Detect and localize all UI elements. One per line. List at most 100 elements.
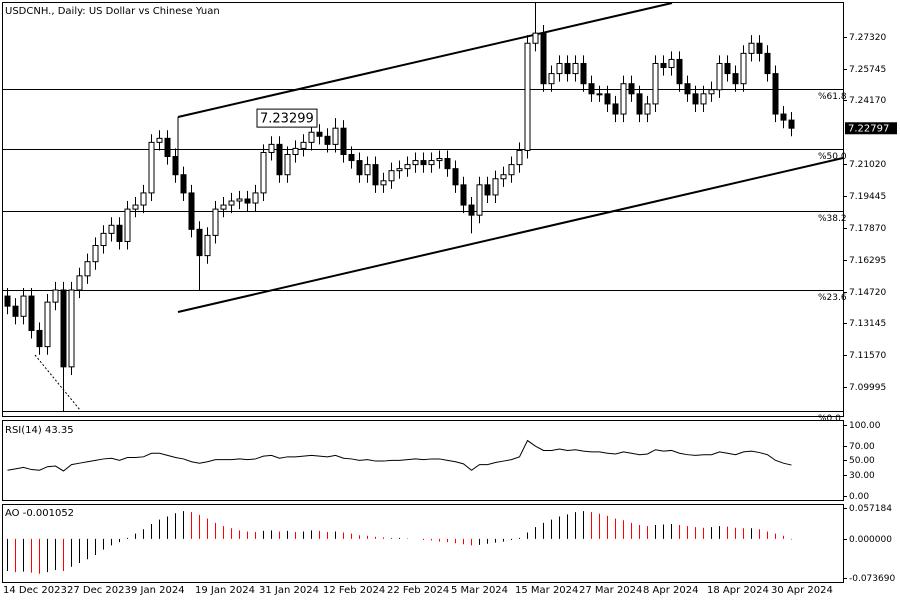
candle-body: [372, 164, 379, 186]
candle-body: [644, 103, 651, 115]
candle-body: [572, 62, 579, 75]
candle-body: [260, 151, 267, 194]
candle-body: [84, 261, 91, 277]
candle-body: [36, 329, 43, 348]
candle-body: [28, 295, 35, 331]
candle-body: [652, 62, 659, 105]
candle-body: [228, 200, 235, 206]
candle-body: [76, 275, 83, 291]
candle-body: [140, 192, 147, 206]
candle-body: [356, 160, 363, 176]
y-tick-label: 7.09995: [849, 383, 886, 393]
y-tick-label: 7.17870: [849, 224, 886, 234]
fib-label: %23.6: [818, 293, 847, 303]
candle-body: [732, 73, 739, 85]
candle-body: [716, 62, 723, 91]
y-tick-label: 0.000000: [849, 535, 892, 545]
candle-body: [436, 158, 443, 162]
candle-body: [252, 192, 259, 204]
candle-body: [204, 234, 211, 257]
main-panel: [2, 2, 844, 417]
candle-body: [628, 83, 635, 95]
y-tick-label: 70.00: [849, 442, 875, 452]
candle-body: [620, 83, 627, 115]
candle-body: [172, 156, 179, 176]
ao-panel: [2, 504, 844, 583]
candle-body: [692, 93, 699, 105]
x-tick-label: 14 Dec 2023: [3, 585, 67, 596]
candle-body: [476, 184, 483, 216]
candle-body: [396, 168, 403, 172]
y-tick-label: 7.25745: [849, 65, 886, 75]
candle-body: [284, 153, 291, 176]
candle-body: [292, 147, 299, 155]
candle-body: [20, 295, 27, 317]
chart-title: USDCNH., Daily: US Dollar vs Chinese Yua…: [5, 6, 220, 17]
candle-body: [508, 164, 515, 176]
candle-body: [660, 62, 667, 69]
candle-body: [44, 301, 51, 348]
candle-body: [348, 153, 355, 162]
candle-body: [500, 174, 507, 180]
x-tick-label: 27 Mar 2024: [579, 585, 642, 596]
candle-body: [428, 160, 435, 166]
candle-body: [524, 42, 531, 151]
x-tick-label: 15 Mar 2024: [515, 585, 578, 596]
candle-body: [308, 131, 315, 143]
candle-body: [444, 158, 451, 170]
candle-body: [740, 52, 747, 85]
candle-body: [52, 289, 59, 303]
candle-body: [276, 143, 283, 176]
y-tick-label: 7.11570: [849, 351, 886, 361]
candle-body: [156, 137, 163, 143]
fib-label: %50.0: [818, 152, 847, 162]
candle-body: [668, 58, 675, 69]
candle-body: [612, 103, 619, 115]
y-tick-label: 100.00: [849, 421, 881, 431]
candle-body: [452, 168, 459, 186]
last-price-label: 7.22797: [848, 123, 889, 134]
candle-body: [92, 245, 99, 263]
candle-body: [468, 204, 475, 216]
candle-body: [748, 42, 755, 54]
price-label: 7.23299: [260, 112, 314, 127]
candle-body: [532, 32, 539, 44]
x-tick-label: 27 Dec 2023: [67, 585, 131, 596]
fib-label: %0.0: [818, 414, 841, 424]
last-price-box: [845, 122, 897, 135]
candle-body: [4, 295, 11, 307]
y-tick-label: 7.14720: [849, 288, 886, 298]
y-tick-label: 0.057184: [849, 504, 892, 514]
candle-body: [708, 89, 715, 95]
x-tick-label: 19 Jan 2024: [195, 585, 255, 596]
candle-body: [244, 198, 251, 204]
candle-body: [764, 52, 771, 75]
candle-body: [684, 83, 691, 95]
candle-body: [596, 93, 603, 96]
candle-body: [412, 160, 419, 166]
candle-body: [492, 178, 499, 196]
x-tick-label: 8 Apr 2024: [643, 585, 698, 596]
candle-body: [180, 174, 187, 194]
y-tick-label: 30.00: [849, 471, 875, 481]
channel-upper: [177, 2, 673, 118]
candle-body: [588, 83, 595, 95]
candle-body: [516, 149, 523, 166]
channel-lower: [177, 157, 844, 313]
x-tick-label: 31 Jan 2024: [259, 585, 319, 596]
candle-body: [388, 170, 395, 182]
candle-body: [380, 180, 387, 186]
candle-body: [60, 289, 67, 368]
rsi-title: RSI(14) 43.35: [5, 425, 74, 436]
candle-body: [540, 32, 547, 85]
candle-body: [164, 137, 171, 158]
candle-body: [756, 42, 763, 54]
candle-body: [556, 62, 563, 75]
y-tick-label: 0.00: [849, 492, 869, 502]
candle-body: [236, 198, 243, 202]
rsi-line: [7, 439, 792, 472]
x-tick-label: 12 Feb 2024: [323, 585, 385, 596]
candle-body: [780, 113, 787, 121]
candle-body: [196, 228, 203, 257]
